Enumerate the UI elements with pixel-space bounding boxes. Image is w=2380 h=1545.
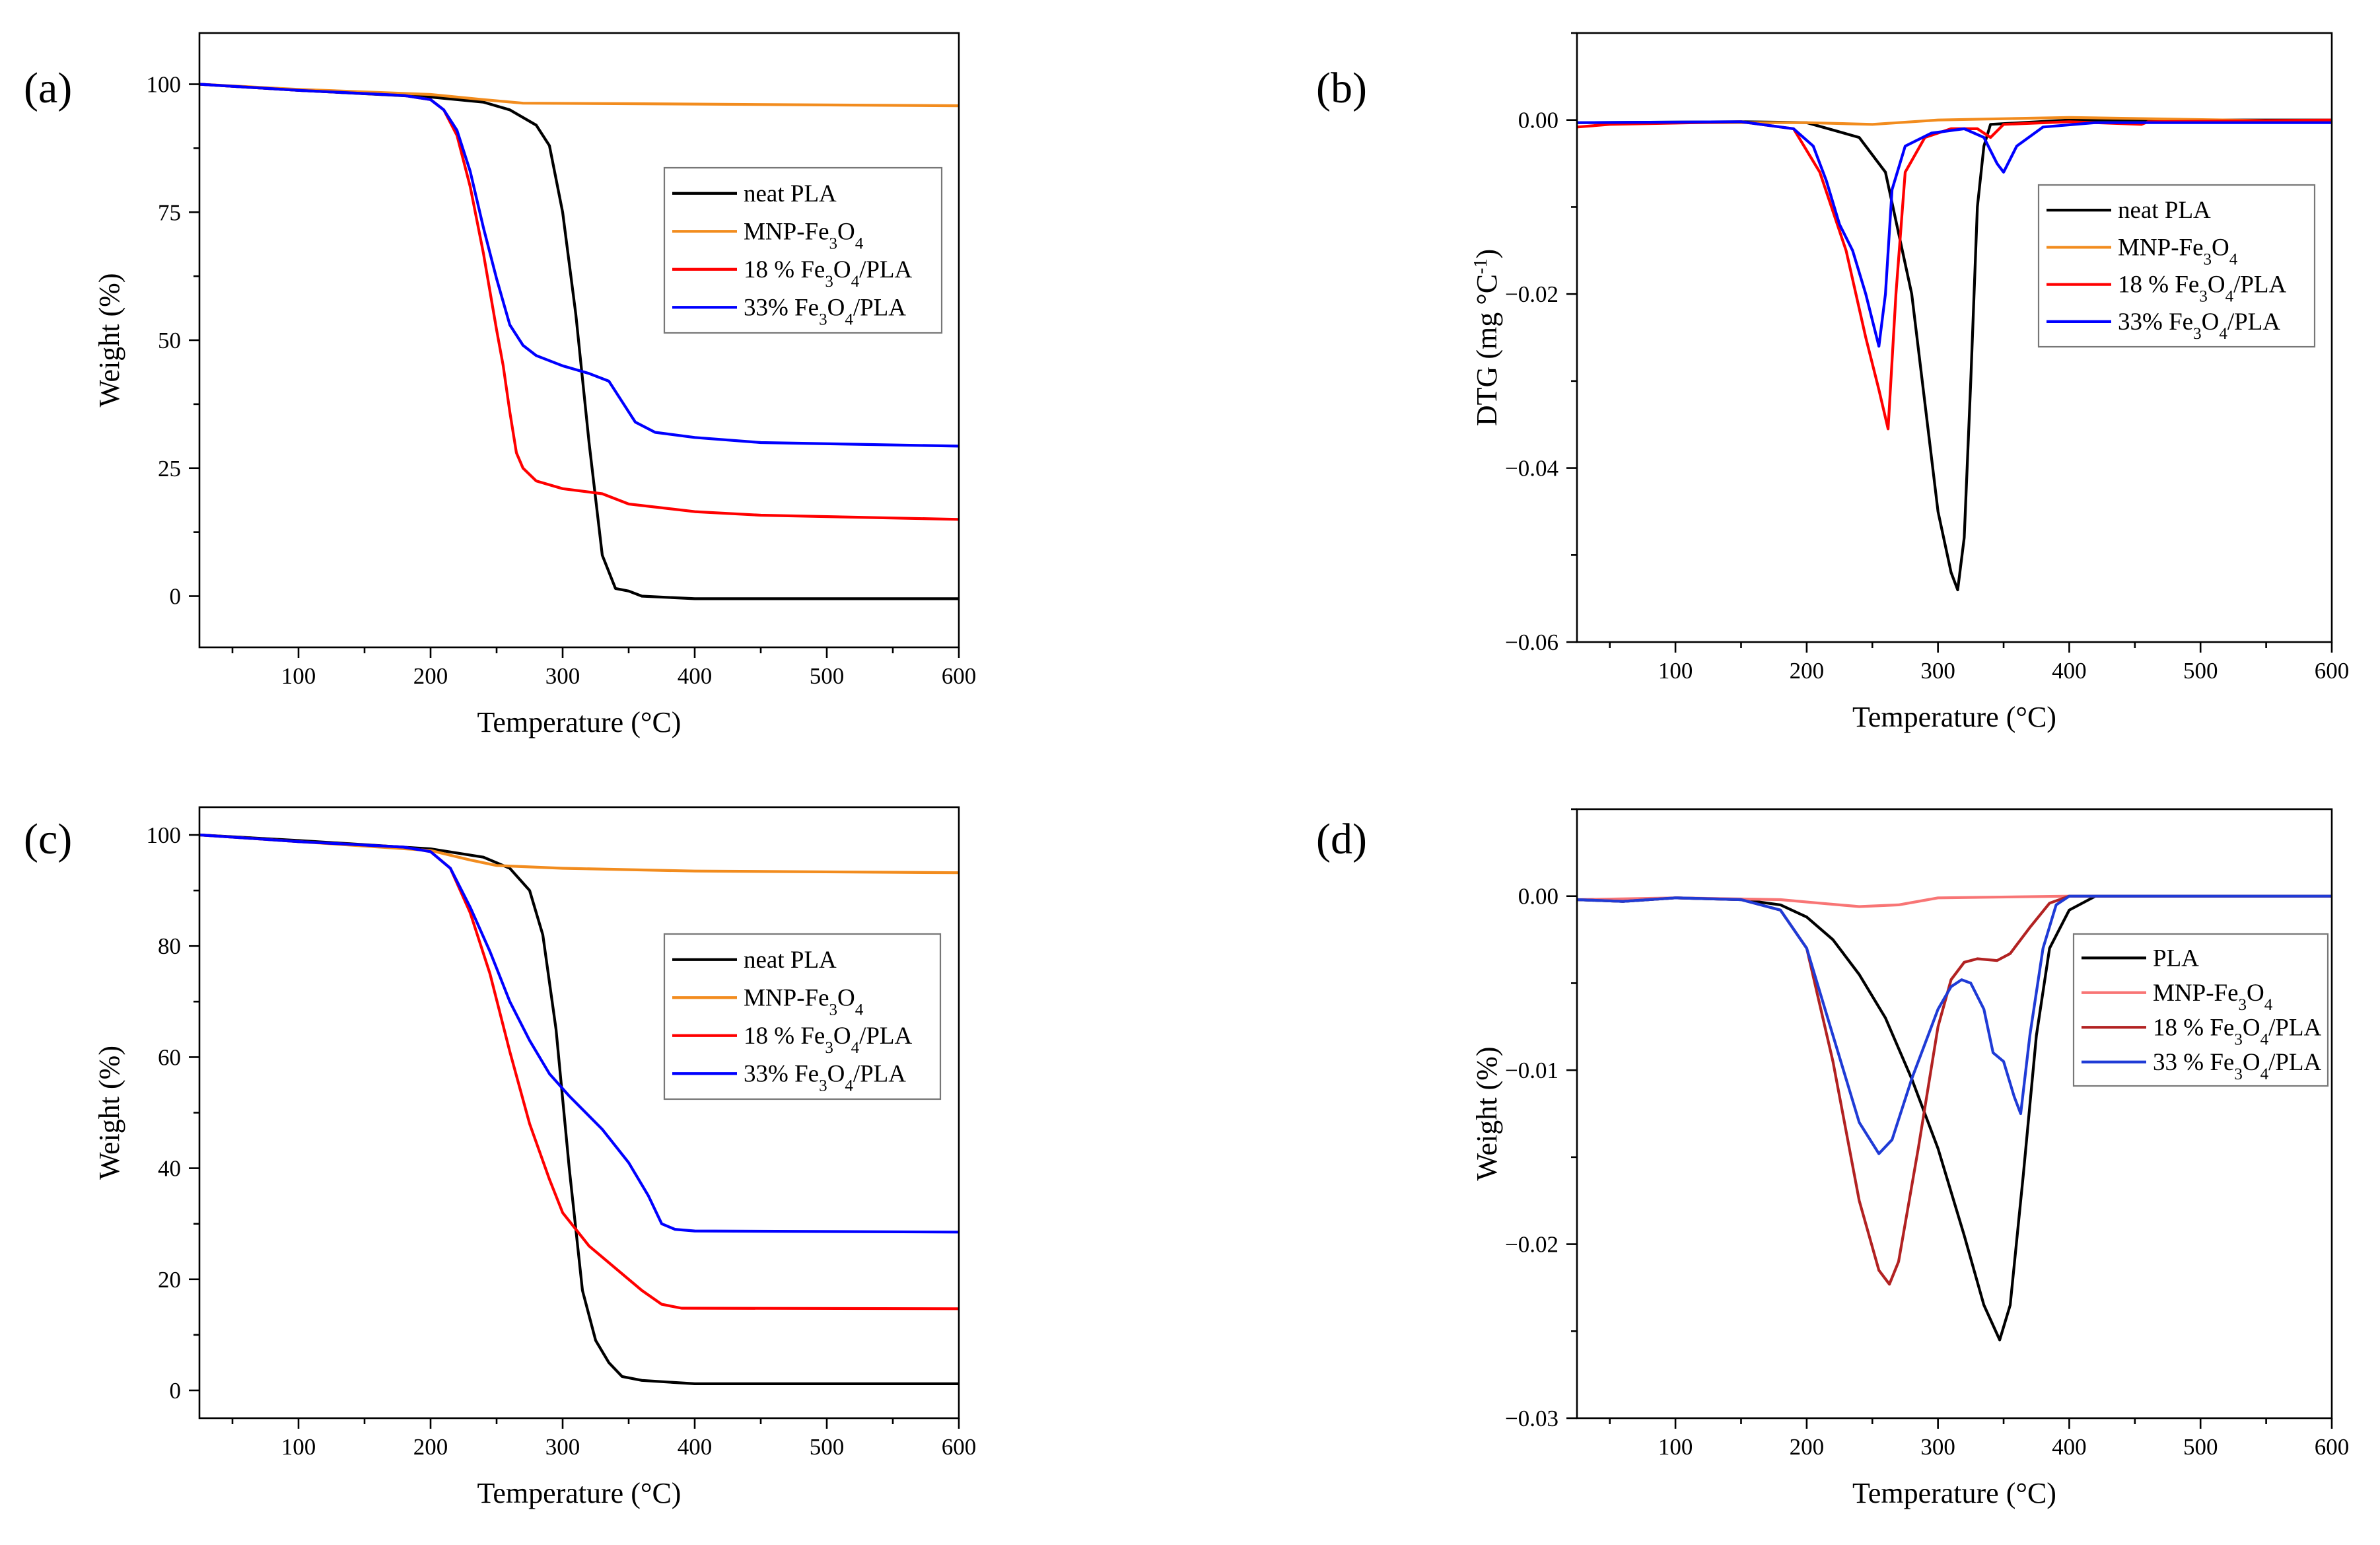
- legend-label: 33% Fe3O4/PLA: [2118, 308, 2280, 343]
- legend-box: [663, 933, 942, 1100]
- x-tick-label: 100: [1658, 658, 1693, 684]
- x-tick-label: 300: [1920, 658, 1955, 684]
- x-tick-label: 300: [545, 1434, 580, 1460]
- x-tick-label: 300: [545, 663, 580, 689]
- legend-label: 18 % Fe3O4/PLA: [744, 256, 913, 291]
- y-tick-label: −0.04: [1505, 456, 1558, 482]
- x-tick-label: 500: [810, 1434, 845, 1460]
- x-tick-label: 100: [281, 1434, 316, 1460]
- legend-label: MNP-Fe3O4: [2153, 980, 2273, 1014]
- series-line-0: [199, 833, 959, 1385]
- x-tick-label: 600: [2315, 658, 2350, 684]
- x-tick-label: 300: [1920, 1434, 1955, 1460]
- panel-label: (a): [24, 64, 72, 112]
- y-tick-label: 0.00: [1518, 884, 1558, 910]
- x-tick-label: 100: [1658, 1434, 1693, 1460]
- x-tick-label: 500: [2183, 1434, 2218, 1460]
- y-tick-label: 20: [158, 1267, 181, 1293]
- x-tick-label: 100: [281, 663, 316, 689]
- legend-label: 18 % Fe3O4/PLA: [744, 1023, 913, 1057]
- x-tick-label: 600: [942, 1434, 977, 1460]
- axes-frame: [1576, 808, 2333, 1419]
- series-line-0: [1577, 894, 2332, 1342]
- x-tick-label: 200: [413, 1434, 448, 1460]
- series-line-3: [199, 833, 959, 1234]
- series-line-3: [1577, 894, 2332, 1155]
- legend-label: MNP-Fe3O4: [744, 218, 864, 252]
- series-line-3: [199, 83, 959, 448]
- legend-box: [2037, 184, 2316, 348]
- axes-frame: [198, 806, 960, 1419]
- series-line-0: [199, 83, 959, 600]
- x-tick-label: 400: [678, 1434, 713, 1460]
- y-tick-label: 50: [158, 328, 181, 353]
- legend-label: neat PLA: [2118, 197, 2211, 224]
- y-tick-label: 25: [158, 456, 181, 482]
- y-tick-label: −0.02: [1505, 281, 1558, 307]
- legend-label: PLA: [2153, 945, 2199, 972]
- x-tick-label: 400: [2052, 1434, 2087, 1460]
- y-tick-label: 80: [158, 933, 181, 959]
- legend-label: neat PLA: [744, 947, 837, 974]
- x-tick-label: 200: [1790, 1434, 1825, 1460]
- legend-label: 33 % Fe3O4/PLA: [2153, 1049, 2322, 1083]
- x-axis-title: Temperature (°C): [477, 1477, 682, 1509]
- legend-label: neat PLA: [744, 180, 837, 207]
- y-tick-label: 75: [158, 199, 181, 225]
- y-tick-label: 60: [158, 1044, 181, 1070]
- y-axis-title: Weight (%): [93, 273, 125, 408]
- chart-panel-c: (c) 100 200 300 400 500 600 0 20 40 60 80 100 Tempera…: [24, 806, 977, 1509]
- legend-label: 18 % Fe3O4/PLA: [2153, 1014, 2322, 1048]
- legend-box: [663, 166, 943, 334]
- x-tick-label: 400: [2052, 658, 2087, 684]
- legend-label: 33% Fe3O4/PLA: [744, 294, 906, 328]
- panel-label: (b): [1316, 64, 1367, 112]
- legend-label: MNP-Fe3O4: [744, 984, 864, 1019]
- y-axis-title: Weight (%): [93, 1046, 125, 1180]
- axes-frame: [1576, 32, 2333, 643]
- y-tick-label: 0: [170, 584, 182, 610]
- chart-panel-d: (d) 100 200 300 400 500 600 0.00 −0.01 −0.02 −0.03…: [1316, 808, 2350, 1509]
- y-tick-label: 100: [147, 72, 182, 98]
- y-tick-label: 40: [158, 1156, 181, 1182]
- y-tick-label: −0.01: [1505, 1058, 1558, 1083]
- y-tick-label: 0: [170, 1378, 182, 1404]
- x-axis-title: Temperature (°C): [477, 706, 682, 738]
- y-axis-title: Weight (%): [1471, 1047, 1503, 1181]
- x-tick-label: 200: [1790, 658, 1825, 684]
- legend-label: 33% Fe3O4/PLA: [744, 1060, 906, 1095]
- series-line-1: [1577, 116, 2332, 126]
- y-tick-label: −0.02: [1505, 1232, 1558, 1258]
- series-line-3: [1577, 120, 2332, 348]
- x-tick-label: 200: [413, 663, 448, 689]
- legend-label: MNP-Fe3O4: [2118, 234, 2238, 268]
- x-tick-label: 500: [810, 663, 845, 689]
- series-line-2: [1577, 118, 2332, 431]
- panel-label: (c): [24, 815, 72, 863]
- chart-panel-b: (b) 100 200 300 400 500 600 0.00 −0.02 −0.04 −0.06…: [1316, 32, 2350, 733]
- x-axis-title: Temperature (°C): [1852, 1477, 2056, 1509]
- y-tick-label: −0.06: [1505, 629, 1558, 655]
- x-tick-label: 600: [2315, 1434, 2350, 1460]
- x-tick-label: 600: [942, 663, 977, 689]
- y-tick-label: 0.00: [1518, 108, 1558, 133]
- legend-label: 18 % Fe3O4/PLA: [2118, 271, 2287, 306]
- series-line-1: [199, 83, 959, 108]
- y-tick-label: −0.03: [1505, 1406, 1558, 1431]
- x-axis-title: Temperature (°C): [1852, 701, 2056, 733]
- y-axis-title: DTG (mg °C-1): [1471, 249, 1504, 426]
- panel-label: (d): [1316, 815, 1367, 863]
- chart-panel-a: (a) 100 200 300 400 500 600 0 25 50 75 100 Temperatu…: [24, 32, 977, 738]
- x-tick-label: 400: [678, 663, 713, 689]
- y-tick-label: 100: [147, 822, 182, 848]
- x-tick-label: 500: [2183, 658, 2218, 684]
